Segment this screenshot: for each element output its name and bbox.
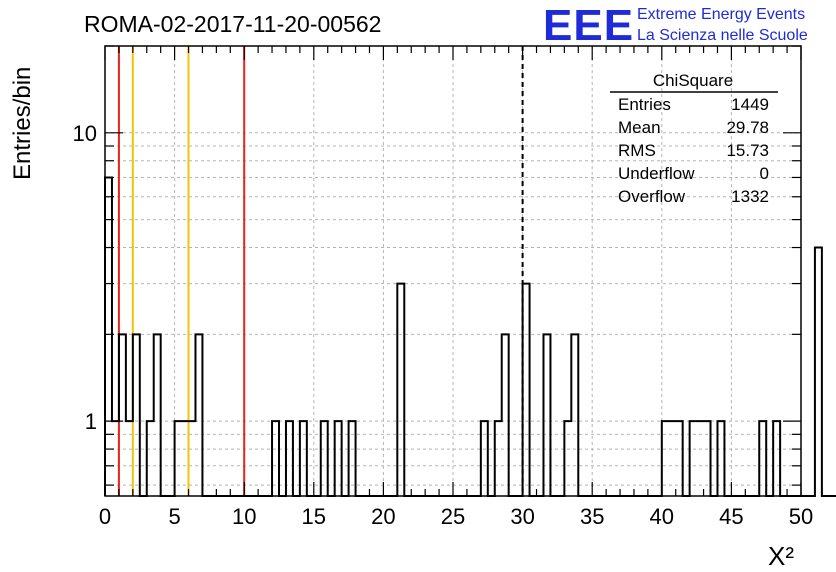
x-tick-label: 20 <box>371 504 395 529</box>
y-tick-label: 10 <box>73 121 97 146</box>
histogram-bin <box>175 421 182 496</box>
histogram-bin <box>154 334 161 496</box>
logo-line-1: Extreme Energy Events <box>637 6 805 23</box>
histogram-bin <box>815 248 822 496</box>
x-tick-label: 15 <box>302 504 326 529</box>
histogram-bin <box>662 421 669 496</box>
y-tick-label: 1 <box>85 409 97 434</box>
histogram-bin <box>105 177 112 496</box>
histogram-bin <box>321 421 328 496</box>
stats-title: ChiSquare <box>653 71 733 90</box>
y-axis-label: Entries/bin <box>9 67 36 180</box>
x-tick-label: 10 <box>232 504 256 529</box>
stats-value: 15.73 <box>726 141 769 160</box>
x-tick-label: 35 <box>580 504 604 529</box>
eee-logo: EEE Extreme Energy Events La Scienza nel… <box>543 1 808 50</box>
logo-line-2: La Scienza nelle Scuole <box>637 27 808 44</box>
histogram-bin <box>676 421 683 496</box>
histogram-bin <box>335 421 342 496</box>
histogram-bin <box>523 284 530 496</box>
stats-value: 1332 <box>731 187 769 206</box>
histogram-bin <box>697 421 704 496</box>
histogram-bin <box>397 284 404 496</box>
axes: 0 5 10 15 20 25 30 35 40 45 50 1 10 <box>73 45 813 529</box>
histogram-bin <box>495 421 502 496</box>
x-axis-label: X² <box>768 541 794 571</box>
histogram-bin <box>300 421 307 496</box>
x-tick-label: 50 <box>789 504 813 529</box>
histogram-bin <box>704 421 711 496</box>
histogram-bin <box>717 421 724 496</box>
x-tick-label: 45 <box>719 504 743 529</box>
x-tick-label: 0 <box>99 504 111 529</box>
stats-box: ChiSquare Entries 1449 Mean 29.78 RMS 15.73 Un… <box>610 71 778 206</box>
stats-label: RMS <box>618 141 656 160</box>
histogram-bin <box>759 421 766 496</box>
histogram-bin <box>147 421 154 496</box>
histogram-bin <box>272 421 279 496</box>
histogram-bin <box>669 421 676 496</box>
run-title: ROMA-02-2017-11-20-00562 <box>84 11 381 37</box>
histogram-bin <box>195 334 202 496</box>
stats-label: Underflow <box>618 164 695 183</box>
histogram-bin <box>189 421 196 496</box>
x-tick-label: 40 <box>650 504 674 529</box>
histogram-bin <box>773 421 780 496</box>
histogram-bin <box>564 421 571 496</box>
histogram-bin <box>481 421 488 496</box>
histogram-bin <box>286 421 293 496</box>
histogram-bin <box>182 421 189 496</box>
stats-value: 1449 <box>731 95 769 114</box>
histogram-bin <box>349 421 356 496</box>
histogram-bin <box>126 421 133 496</box>
stats-value: 0 <box>760 164 769 183</box>
histogram-bin <box>119 334 126 496</box>
histogram-bin <box>543 334 550 496</box>
stats-label: Mean <box>618 118 661 137</box>
x-tick-label: 30 <box>510 504 534 529</box>
stats-label: Overflow <box>618 187 686 206</box>
histogram-bin <box>502 334 509 496</box>
x-tick-label: 25 <box>441 504 465 529</box>
histogram-bin <box>690 421 697 496</box>
stats-value: 29.78 <box>726 118 769 137</box>
histogram-bin <box>571 334 578 496</box>
histogram-bin <box>133 334 140 496</box>
stats-label: Entries <box>618 95 671 114</box>
logo-mark: EEE <box>543 1 634 50</box>
x-tick-label: 5 <box>168 504 180 529</box>
